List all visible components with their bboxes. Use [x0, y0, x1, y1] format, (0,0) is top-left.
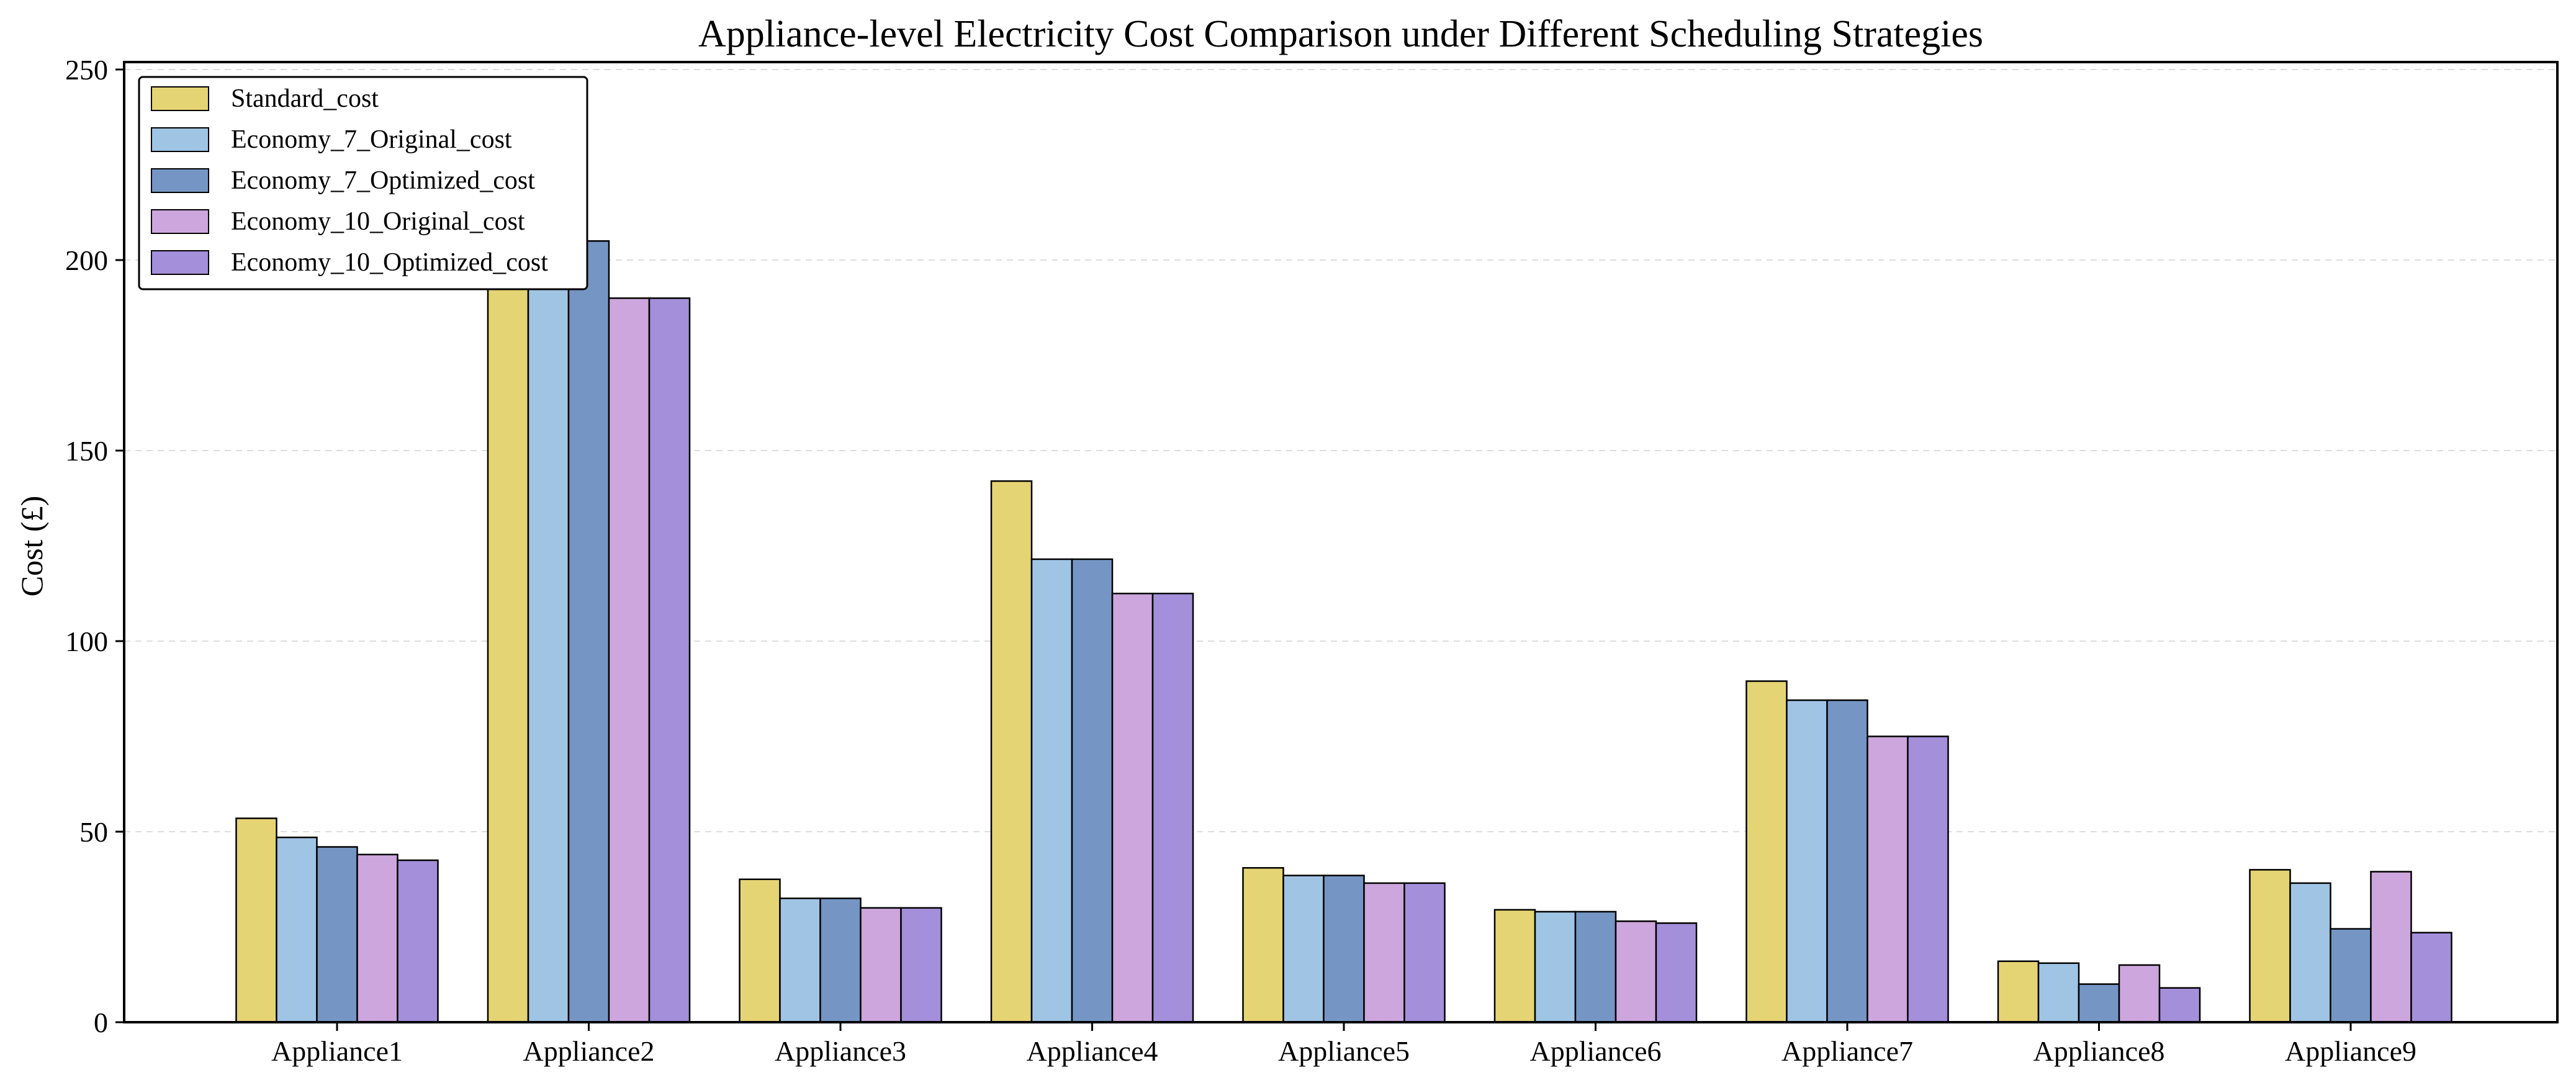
bar-standard-cost-appliance3 — [739, 878, 781, 1023]
bar-economy-10-original-cost-appliance1 — [356, 853, 399, 1023]
bar-economy-7-optimized-cost-appliance3 — [819, 897, 862, 1023]
bar-economy-7-optimized-cost-appliance5 — [1323, 874, 1365, 1023]
bar-economy-10-original-cost-appliance5 — [1363, 882, 1405, 1023]
bar-economy-10-optimized-cost-appliance9 — [2410, 932, 2452, 1023]
x-tick-label: Appliance6 — [1529, 1035, 1661, 1067]
x-tick-label: Appliance3 — [775, 1035, 906, 1067]
y-tick-label: 250 — [65, 54, 108, 86]
y-axis-label: Cost (£) — [14, 496, 49, 597]
bar-economy-7-original-cost-appliance2 — [527, 240, 570, 1023]
legend-swatch — [151, 127, 209, 152]
bar-economy-10-optimized-cost-appliance5 — [1403, 882, 1446, 1023]
bar-economy-10-optimized-cost-appliance3 — [900, 907, 942, 1023]
legend-swatch — [151, 168, 209, 193]
y-axis-ticks: 0 50 100 150 200 250 — [65, 54, 124, 1038]
bar-economy-7-optimized-cost-appliance4 — [1071, 558, 1114, 1023]
bar-economy-10-original-cost-appliance7 — [1867, 735, 1909, 1023]
x-tick-label: Appliance5 — [1278, 1035, 1410, 1067]
x-tick-label: Appliance2 — [523, 1035, 654, 1067]
bar-economy-10-original-cost-appliance8 — [2118, 964, 2161, 1023]
bar-economy-10-original-cost-appliance4 — [1111, 593, 1154, 1023]
bar-economy-10-optimized-cost-appliance8 — [2158, 987, 2201, 1023]
bar-economy-10-optimized-cost-appliance7 — [1907, 735, 1949, 1023]
bar-economy-10-original-cost-appliance6 — [1615, 920, 1657, 1023]
bar-standard-cost-appliance1 — [235, 817, 277, 1023]
x-tick-label: Appliance9 — [2285, 1035, 2416, 1067]
bar-economy-7-original-cost-appliance9 — [2289, 882, 2331, 1023]
bar-economy-7-optimized-cost-appliance8 — [2078, 983, 2120, 1023]
chart-title: Appliance-level Electricity Cost Compari… — [698, 13, 1983, 55]
bar-standard-cost-appliance7 — [1745, 680, 1788, 1023]
x-tick-label: Appliance4 — [1026, 1035, 1158, 1067]
bar-economy-10-original-cost-appliance3 — [860, 907, 902, 1023]
bar-economy-7-original-cost-appliance1 — [276, 836, 318, 1023]
bar-economy-7-optimized-cost-appliance2 — [567, 240, 610, 1023]
bar-standard-cost-appliance8 — [1997, 960, 2040, 1023]
legend-label: Economy_7_Original_cost — [231, 125, 512, 154]
x-tick-label: Appliance7 — [1781, 1035, 1913, 1067]
y-tick-label: 150 — [65, 435, 108, 467]
bar-economy-7-original-cost-appliance3 — [779, 897, 821, 1023]
bar-economy-7-original-cost-appliance5 — [1282, 874, 1325, 1023]
bar-economy-7-optimized-cost-appliance6 — [1574, 910, 1617, 1023]
legend-swatch — [151, 209, 209, 234]
bar-economy-7-optimized-cost-appliance9 — [2330, 928, 2372, 1023]
bar-standard-cost-appliance6 — [1493, 909, 1536, 1023]
bar-economy-7-optimized-cost-appliance7 — [1826, 699, 1868, 1023]
legend-swatch — [151, 250, 209, 275]
y-tick-label: 50 — [79, 816, 108, 848]
bar-economy-7-original-cost-appliance6 — [1534, 910, 1577, 1023]
x-tick-label: Appliance8 — [2033, 1035, 2164, 1067]
bar-economy-7-optimized-cost-appliance1 — [316, 846, 358, 1023]
x-axis-ticks: Appliance1 Appliance2 Appliance3 Appliance4… — [271, 1022, 2416, 1067]
bar-economy-10-original-cost-appliance2 — [608, 297, 651, 1023]
y-tick-label: 0 — [94, 1007, 108, 1038]
bar-economy-7-original-cost-appliance4 — [1030, 558, 1073, 1023]
legend-label: Standard_cost — [231, 84, 379, 113]
bar-economy-10-optimized-cost-appliance2 — [648, 297, 691, 1023]
legend-swatch — [151, 86, 209, 111]
plot-frame — [123, 61, 2559, 1023]
x-tick-label: Appliance1 — [271, 1035, 403, 1067]
bar-economy-10-optimized-cost-appliance6 — [1655, 922, 1698, 1023]
legend-label: Economy_7_Optimized_cost — [231, 166, 535, 195]
legend-label: Economy_10_Original_cost — [231, 207, 525, 236]
bar-economy-10-optimized-cost-appliance1 — [397, 859, 439, 1023]
bar-standard-cost-appliance5 — [1242, 867, 1284, 1023]
bar-economy-7-original-cost-appliance7 — [1786, 699, 1828, 1023]
bar-economy-10-original-cost-appliance9 — [2370, 871, 2412, 1023]
y-tick-label: 100 — [65, 626, 108, 657]
bars — [235, 109, 2452, 1023]
bar-economy-10-optimized-cost-appliance4 — [1151, 593, 1194, 1023]
legend: Standard_cost Economy_7_Original_cost Econ… — [138, 76, 588, 290]
y-tick-label: 200 — [65, 245, 108, 276]
bar-standard-cost-appliance9 — [2249, 869, 2291, 1023]
legend-box — [138, 76, 588, 290]
bar-standard-cost-appliance4 — [990, 480, 1033, 1023]
bar-economy-7-original-cost-appliance8 — [2037, 962, 2080, 1023]
legend-label: Economy_10_Optimized_cost — [231, 248, 548, 277]
